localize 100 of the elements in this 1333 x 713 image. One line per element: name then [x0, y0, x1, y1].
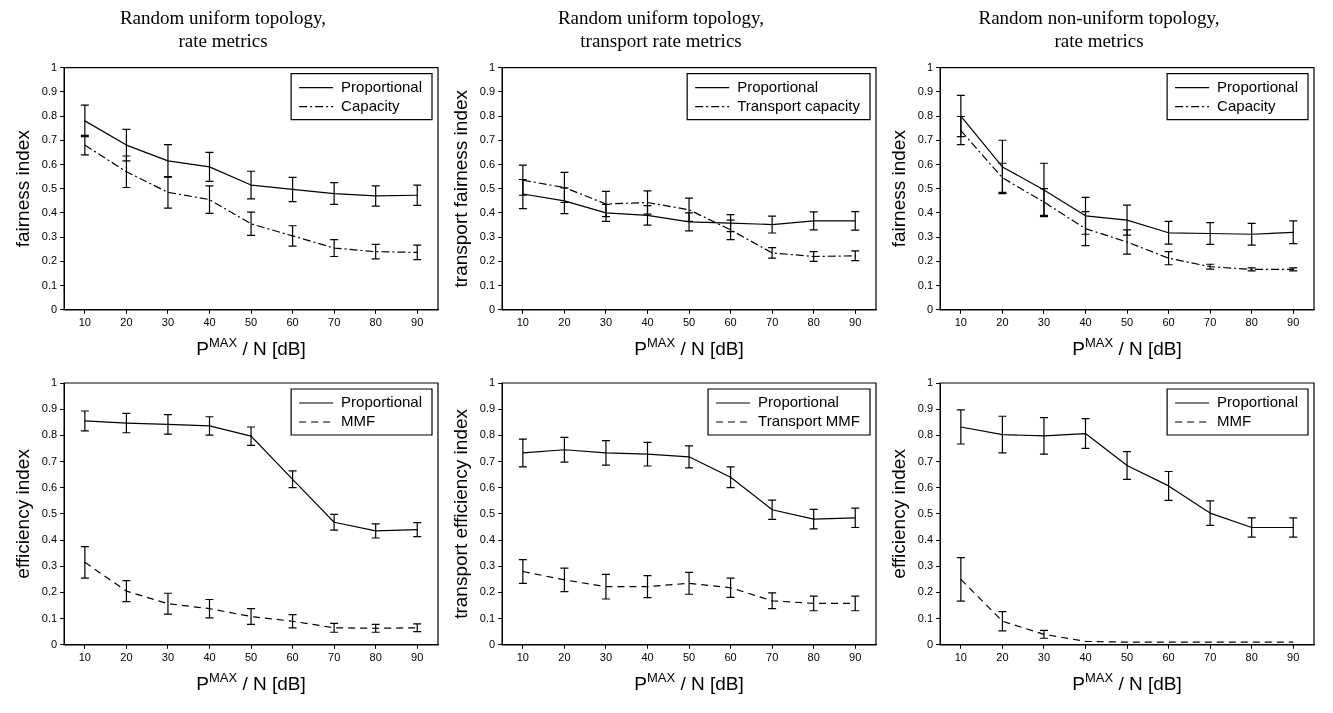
y-tick-label: 0.9	[41, 84, 58, 97]
x-tick-label: 40	[203, 316, 216, 329]
x-tick-label: 40	[1079, 316, 1092, 329]
y-tick-label: 1	[488, 60, 496, 73]
y-tick-label: 0.1	[41, 278, 58, 291]
chart-title: Random non-uniform topology, rate metrics	[978, 7, 1220, 52]
y-tick-label: 0.9	[917, 84, 934, 97]
x-tick-label: 20	[558, 651, 571, 664]
y-tick-label: 0.8	[41, 428, 58, 441]
x-tick-label: 60	[1162, 651, 1175, 664]
x-tick-label: 90	[411, 651, 424, 664]
x-tick-label: 40	[641, 651, 654, 664]
y-axis-title: efficiency index	[887, 448, 909, 579]
y-tick-label: 0.5	[41, 181, 58, 194]
legend-label: Capacity	[341, 96, 400, 114]
x-tick-label: 50	[244, 316, 258, 329]
y-tick-label: 0.7	[479, 133, 496, 146]
x-tick-label: 10	[516, 651, 529, 664]
y-axis-title: transport efficiency index	[449, 408, 471, 619]
y-tick-label: 0.9	[479, 84, 496, 97]
x-tick-label: 30	[161, 316, 175, 329]
y-tick-label: 1	[488, 376, 496, 389]
x-tick-label: 40	[1079, 651, 1092, 664]
y-tick-label: 0	[488, 302, 496, 315]
y-tick-label: 0.3	[41, 559, 58, 572]
x-tick-label: 80	[1245, 651, 1258, 664]
y-tick-label: 0.4	[479, 205, 496, 218]
chart-title: Random uniform topology, rate metrics	[119, 7, 327, 52]
y-tick-label: 0.8	[479, 109, 496, 122]
x-tick-label: 90	[849, 651, 862, 664]
x-tick-label: 10	[954, 651, 967, 664]
x-tick-label: 80	[807, 651, 820, 664]
x-tick-label: 20	[996, 316, 1009, 329]
y-tick-label: 0.6	[917, 480, 934, 493]
legend-label: MMF	[1217, 412, 1252, 430]
x-tick-label: 90	[411, 316, 424, 329]
y-tick-label: 0.5	[41, 506, 58, 519]
x-tick-label: 70	[328, 651, 341, 664]
legend-label: Proportional	[758, 393, 839, 411]
x-tick-label: 60	[286, 316, 299, 329]
y-tick-label: 0.1	[479, 611, 496, 624]
legend-label: Transport capacity	[737, 96, 861, 114]
x-tick-label: 30	[1037, 316, 1051, 329]
x-tick-label: 60	[724, 651, 737, 664]
y-tick-label: 0.1	[41, 611, 58, 624]
y-tick-label: 0.3	[917, 559, 934, 572]
y-tick-label: 1	[926, 376, 934, 389]
x-tick-label: 90	[1287, 651, 1300, 664]
x-tick-label: 60	[724, 316, 737, 329]
x-tick-label: 50	[1120, 316, 1134, 329]
y-tick-label: 0.5	[479, 181, 496, 194]
y-tick-label: 0.9	[41, 402, 58, 415]
y-tick-label: 0.3	[917, 230, 934, 243]
x-tick-label: 20	[558, 316, 571, 329]
y-tick-label: 1	[50, 376, 58, 389]
y-tick-label: 0.2	[41, 585, 58, 598]
x-tick-label: 30	[599, 651, 613, 664]
x-tick-label: 80	[1245, 316, 1258, 329]
y-tick-label: 0.8	[479, 428, 496, 441]
y-tick-label: 0.7	[917, 454, 934, 467]
x-tick-label: 70	[766, 316, 779, 329]
y-tick-label: 0.1	[479, 278, 496, 291]
y-tick-label: 0.6	[479, 157, 496, 170]
y-tick-label: 0.4	[41, 205, 58, 218]
legend-label: Proportional	[1217, 393, 1299, 411]
y-tick-label: 1	[50, 60, 58, 73]
legend-label: Proportional	[737, 77, 819, 95]
y-tick-label: 0.6	[41, 480, 58, 493]
y-tick-label: 0.7	[479, 454, 496, 467]
x-tick-label: 70	[766, 651, 779, 664]
y-axis-title: fairness index	[11, 129, 33, 248]
x-tick-label: 70	[1204, 316, 1217, 329]
x-tick-label: 90	[1287, 316, 1300, 329]
x-tick-label: 90	[849, 316, 862, 329]
y-tick-label: 0.3	[479, 230, 496, 243]
y-tick-label: 0.5	[917, 506, 934, 519]
x-tick-label: 10	[954, 316, 967, 329]
y-tick-label: 0.3	[41, 230, 58, 243]
x-tick-label: 20	[120, 316, 133, 329]
x-tick-label: 30	[599, 316, 613, 329]
y-axis-title: fairness index	[887, 129, 909, 248]
y-tick-label: 0.9	[479, 402, 496, 415]
y-tick-label: 0.2	[917, 585, 934, 598]
x-tick-label: 10	[516, 316, 529, 329]
y-tick-label: 0	[488, 637, 496, 650]
x-tick-label: 30	[161, 651, 175, 664]
x-tick-label: 40	[641, 316, 654, 329]
y-tick-label: 0.6	[41, 157, 58, 170]
x-tick-label: 30	[1037, 651, 1051, 664]
y-tick-label: 0.6	[917, 157, 934, 170]
x-tick-label: 50	[244, 651, 258, 664]
y-axis-title: efficiency index	[11, 448, 33, 579]
y-tick-label: 0	[50, 302, 58, 315]
y-tick-label: 0.4	[917, 205, 934, 218]
y-tick-label: 0	[926, 302, 934, 315]
x-tick-label: 50	[1120, 651, 1134, 664]
y-tick-label: 0.2	[479, 585, 496, 598]
y-tick-label: 0	[50, 637, 58, 650]
x-tick-label: 70	[328, 316, 341, 329]
legend-label: Proportional	[341, 77, 423, 95]
